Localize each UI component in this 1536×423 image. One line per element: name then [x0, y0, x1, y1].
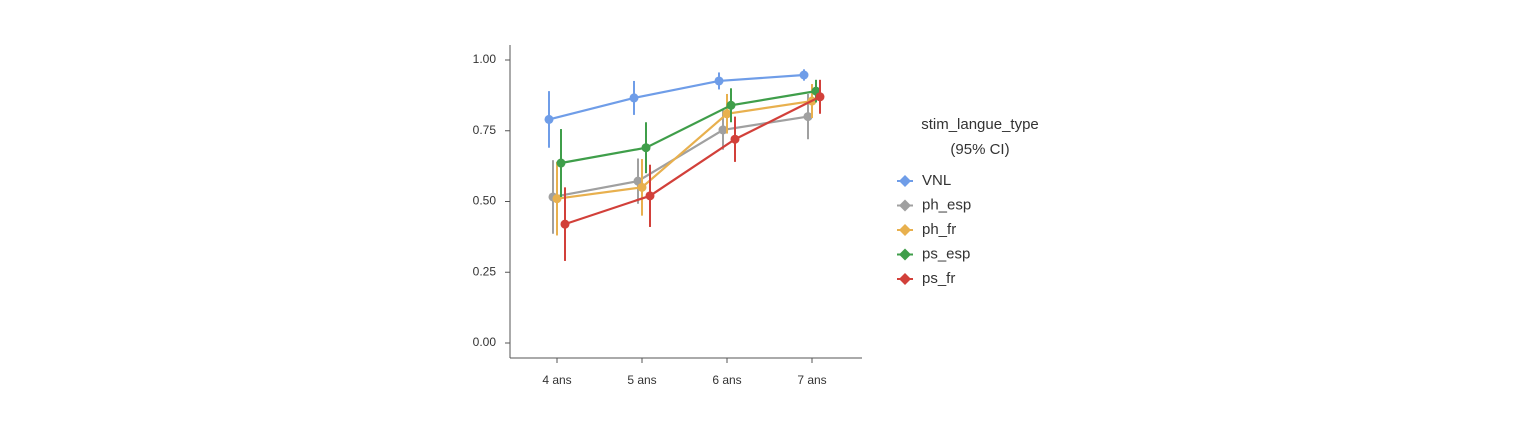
- point: [556, 158, 566, 168]
- point: [726, 100, 736, 110]
- point: [714, 76, 724, 86]
- legend-label: ps_fr: [922, 270, 955, 287]
- point: [803, 112, 813, 122]
- y-tick-label: 1.00: [473, 52, 497, 66]
- x-tick-label: 7 ans: [797, 373, 826, 387]
- series-line: [564, 95, 821, 226]
- legend-label: ph_esp: [922, 196, 971, 213]
- point: [544, 114, 554, 124]
- legend-label: VNL: [922, 172, 951, 189]
- legend-label: ph_fr: [922, 221, 956, 238]
- point: [799, 70, 809, 80]
- point: [722, 109, 732, 119]
- series-line: [556, 99, 813, 200]
- x-tick-label: 5 ans: [627, 373, 656, 387]
- series-line: [560, 90, 817, 165]
- y-tick-label: 0.75: [473, 123, 497, 137]
- series-line: [548, 73, 805, 121]
- point: [637, 182, 647, 192]
- point: [718, 125, 728, 135]
- legend-subtitle: (95% CI): [950, 141, 1009, 158]
- point: [552, 194, 562, 204]
- point: [560, 219, 570, 229]
- point: [641, 143, 651, 153]
- point: [629, 93, 639, 103]
- y-tick-label: 0.50: [473, 194, 497, 208]
- point: [815, 92, 825, 102]
- legend-title: stim_langue_type: [921, 116, 1039, 133]
- point: [730, 134, 740, 144]
- x-tick-label: 6 ans: [712, 373, 741, 387]
- point: [645, 191, 655, 201]
- x-tick-label: 4 ans: [542, 373, 571, 387]
- y-tick-label: 0.25: [473, 264, 497, 278]
- y-tick-label: 0.00: [473, 335, 497, 349]
- legend-label: ps_esp: [922, 245, 970, 262]
